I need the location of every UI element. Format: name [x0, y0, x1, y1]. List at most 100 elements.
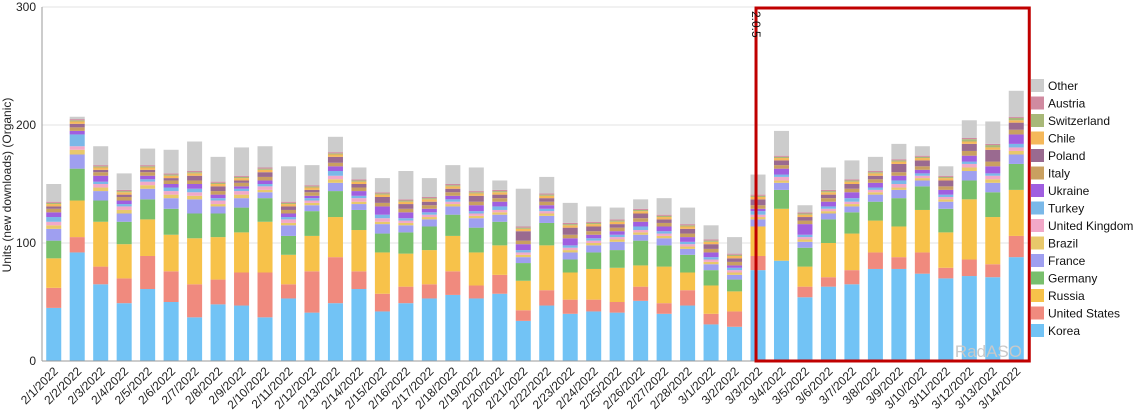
bar-segment [914, 158, 930, 161]
bar-segment [1008, 257, 1024, 361]
bar-segment [750, 226, 766, 256]
release-annotation: 2.0.5 [749, 6, 1031, 363]
bar-segment [515, 188, 531, 227]
bar-segment [539, 222, 555, 246]
bar-segment [703, 239, 719, 241]
bar-segment [703, 270, 719, 286]
bar-segment [961, 139, 977, 142]
bar-segment [163, 271, 179, 302]
bar-segment [539, 305, 555, 361]
bar-segment [210, 304, 226, 361]
legend-label: Korea [1048, 324, 1080, 338]
bar-segment [421, 208, 437, 213]
bar-segment [586, 206, 602, 222]
bar-segment [844, 184, 860, 189]
legend-swatch [1031, 219, 1044, 232]
bar-segment [797, 247, 813, 267]
bar-segment [703, 324, 719, 361]
bar-segment [844, 284, 860, 361]
bar-segment [445, 185, 461, 187]
bar-segment [468, 195, 484, 202]
bar-segment [985, 173, 1001, 176]
watermark: RadASO [955, 342, 1022, 361]
bar-segment [680, 272, 696, 291]
bar-segment [374, 218, 390, 222]
bar-segment [961, 167, 977, 172]
bar-segment [633, 234, 649, 241]
bar-segment [750, 270, 766, 361]
bar-segment [468, 252, 484, 286]
bar-segment [280, 222, 297, 226]
bar-segment [304, 186, 320, 188]
bar-segment [515, 244, 531, 251]
bar-segment [492, 206, 508, 210]
bar-segment [163, 149, 179, 174]
bar-segment [210, 200, 226, 205]
bar-segment [750, 211, 766, 215]
bar-segment [820, 211, 836, 214]
bar-segment [750, 208, 766, 212]
bar-segment [421, 284, 437, 299]
bar-segment [257, 167, 273, 169]
bar-segment [656, 219, 672, 223]
bar-segment [116, 196, 132, 201]
bar-segment [257, 169, 273, 173]
bar-segment [69, 119, 85, 121]
bar-segment [703, 252, 719, 258]
bar-segment [234, 147, 250, 176]
bar-segment [773, 160, 790, 166]
bar-segment [69, 116, 85, 120]
bar-segment [609, 221, 625, 225]
bar-segment [374, 233, 390, 253]
y-tick-label: 200 [16, 118, 36, 132]
legend-label: Brazil [1048, 237, 1078, 251]
bar-segment [820, 194, 836, 199]
bar-segment [257, 146, 273, 168]
bar-segment [844, 233, 860, 271]
bar-segment [680, 224, 696, 226]
bar-segment [492, 201, 508, 207]
bar-segment [280, 209, 297, 214]
bar-segment [539, 211, 555, 214]
bar-segment [914, 155, 930, 157]
bar-segment [1008, 154, 1024, 164]
bar-segment [492, 274, 508, 294]
bar-segment [46, 212, 62, 218]
bar-segment [374, 293, 390, 312]
bar-segment [891, 226, 907, 258]
bar-segment [938, 199, 954, 202]
bar-segment [586, 221, 602, 223]
bar-segment [844, 192, 860, 199]
bar-segment [116, 200, 132, 205]
bar-segment [445, 192, 461, 196]
bar-segment [938, 232, 954, 268]
bar-segment [398, 201, 414, 205]
bar-segment [468, 205, 484, 212]
bar-segment [140, 255, 156, 290]
bar-segment [280, 206, 297, 210]
bar-segment [445, 294, 461, 361]
bar-segment [93, 146, 109, 166]
bar-segment [633, 218, 649, 222]
bar-segment [280, 298, 297, 361]
bar-segment [398, 222, 414, 226]
bar-segment [867, 156, 883, 172]
bar-segment [703, 261, 719, 265]
bar-segment [867, 175, 883, 180]
bar-segment [210, 194, 226, 199]
bar-segment [46, 184, 62, 202]
bar-segment [351, 230, 367, 272]
bar-segment [280, 219, 297, 223]
bar-segment [210, 182, 226, 184]
bar-segment [656, 215, 672, 218]
bar-segment [327, 191, 343, 218]
bar-segment [656, 238, 672, 246]
bar-segment [468, 218, 484, 228]
bar-segment [703, 264, 719, 271]
bar-segment [539, 193, 555, 195]
bar-segment [210, 186, 226, 192]
bar-segment [492, 189, 508, 192]
bar-segment [69, 130, 85, 135]
bar-segment [445, 195, 461, 200]
